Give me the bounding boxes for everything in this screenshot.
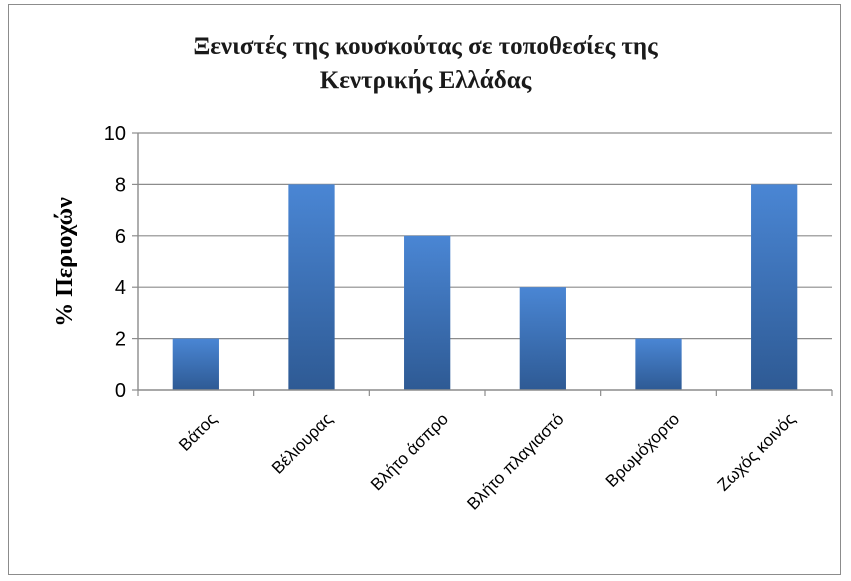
bar [751,184,798,390]
x-category-label: Βέλιουρας [268,409,336,477]
bar [172,338,219,390]
x-category-label: Βρωμόχορτο [602,409,684,491]
y-tick-label: 10 [104,123,126,145]
y-axis-label: % Περιοχών [52,197,78,327]
y-tick-label: 2 [115,329,126,351]
bars [172,184,798,390]
x-category-label: Βλήτο άσπρο [367,409,452,494]
axes [137,133,833,396]
y-tick-label: 8 [115,174,126,196]
x-category-labels: Βάτος Βέλιουρας Βλήτο άσπρο Βλήτο πλαγιαστό… [175,409,799,513]
y-tick-label: 0 [115,380,126,402]
bar [404,235,451,390]
bar [288,184,335,390]
y-tick-label: 4 [115,277,126,299]
x-category-label: Βάτος [175,409,220,454]
x-category-label: Βλήτο πλαγιαστό [463,409,567,513]
chart-title-line-1: Ξενιστές της κουσκούτας σε τοποθεσίες τη… [193,33,658,60]
y-tick-labels: 0 2 4 6 8 10 [104,123,126,402]
grid-lines [132,132,832,391]
bar [519,287,566,390]
chart-title-line-2: Κεντρικής Ελλάδας [319,67,532,94]
bar [635,338,682,390]
x-category-label: Ζωχός κοινός [714,409,799,494]
y-tick-label: 6 [115,226,126,248]
chart-title: Ξενιστές της κουσκούτας σε τοποθεσίες τη… [0,30,851,98]
